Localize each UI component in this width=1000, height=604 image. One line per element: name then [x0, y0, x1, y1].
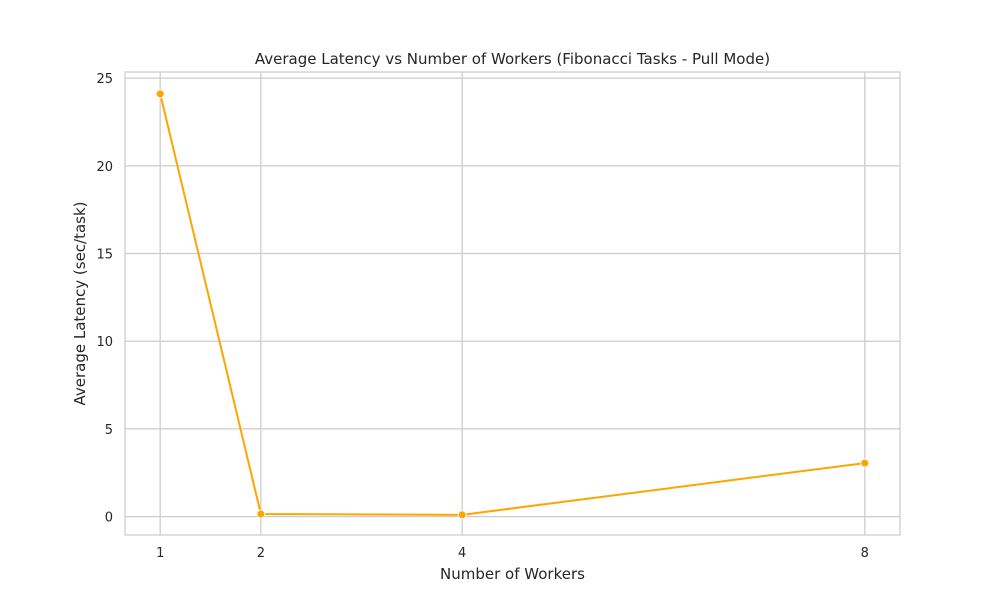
x-tick-labels: 1 2 4 8 — [156, 546, 869, 561]
y-tick-label: 25 — [96, 72, 113, 87]
data-point — [155, 89, 165, 99]
plot-area-frame — [124, 71, 901, 536]
x-tick-label: 8 — [861, 546, 869, 561]
y-tick-labels: 0 5 10 15 20 25 — [96, 72, 113, 525]
y-axis-label: Average Latency (sec/task) — [71, 201, 89, 405]
series-layer — [155, 89, 870, 520]
x-axis-label: Number of Workers — [440, 565, 585, 583]
x-tick-label: 2 — [257, 546, 265, 561]
grid-lines — [125, 72, 900, 535]
y-tick-label: 0 — [105, 511, 113, 526]
x-tick-label: 4 — [458, 546, 466, 561]
series-line — [159, 93, 865, 516]
y-tick-label: 15 — [96, 248, 113, 263]
y-tick-label: 10 — [96, 335, 113, 350]
data-point — [860, 458, 870, 468]
data-point — [256, 509, 266, 519]
x-tick-label: 1 — [156, 546, 164, 561]
chart-title: Average Latency vs Number of Workers (Fi… — [255, 50, 770, 68]
y-tick-label: 20 — [96, 160, 113, 175]
data-point — [457, 510, 467, 520]
y-tick-label: 5 — [105, 423, 113, 438]
